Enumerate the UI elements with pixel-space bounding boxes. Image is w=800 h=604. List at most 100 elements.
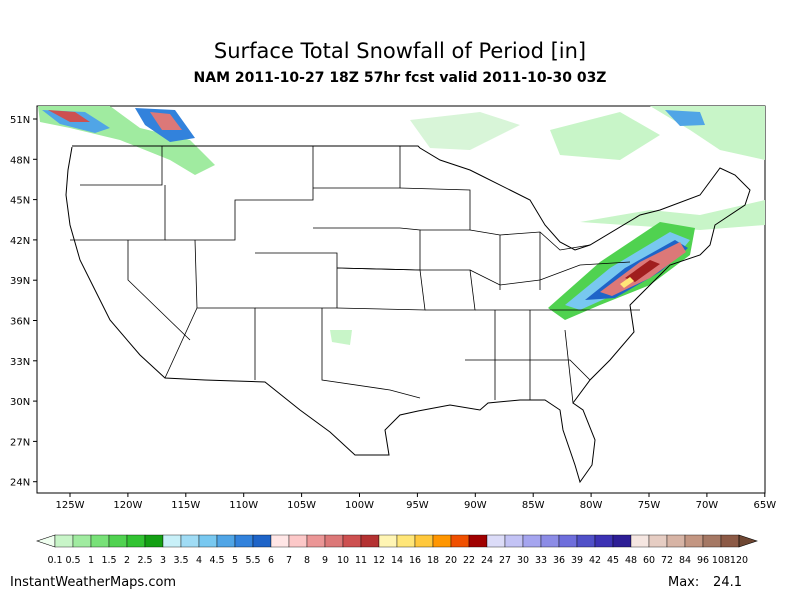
source: InstantWeatherMaps.com: [10, 575, 176, 590]
longitude-labels: 125W 120W 115W 110W 105W 100W 95W 90W 85W 80W 75W 7…: [56, 493, 776, 511]
colorbar-box: [54, 534, 74, 548]
lat-label: 30N: [10, 397, 30, 408]
lon-label: 70W: [696, 500, 719, 511]
colorbar-label: 3.5: [173, 555, 188, 566]
lon-label: 75W: [638, 500, 661, 511]
colorbar-label: 30: [517, 555, 529, 566]
colorbar-label: 2: [124, 555, 130, 566]
lon-label: 115W: [171, 500, 200, 511]
colorbar-label: 9: [322, 555, 328, 566]
lat-label: 51N: [10, 115, 30, 126]
colorbar-label: 4: [196, 555, 202, 566]
colorbar-box: [720, 534, 740, 548]
colorbar-label: 108: [712, 555, 730, 566]
colorbar-box: [378, 534, 398, 548]
colorbar-box: [252, 534, 272, 548]
lat-label: 45N: [10, 196, 30, 207]
colorbar-box: [504, 534, 524, 548]
state-lines: [70, 146, 640, 404]
colorbar-box: [198, 534, 218, 548]
colorbar-box: [126, 534, 146, 548]
lat-label: 36N: [10, 317, 30, 328]
lat-label: 39N: [10, 276, 30, 287]
lon-label: 110W: [229, 500, 258, 511]
lat-label: 24N: [10, 478, 30, 489]
colorbar-under: [36, 534, 56, 548]
lon-label: 120W: [113, 500, 142, 511]
colorbar-box: [468, 534, 488, 548]
colorbar-label: 60: [643, 555, 655, 566]
colorbar-box: [648, 534, 668, 548]
colorbar-label: 18: [427, 555, 439, 566]
colorbar-label: 0.5: [65, 555, 80, 566]
colorbar-box: [486, 534, 506, 548]
colorbar-over: [738, 534, 758, 548]
colorbar-label: 48: [625, 555, 637, 566]
colorbar-label: 2.5: [137, 555, 152, 566]
colorbar-box: [306, 534, 326, 548]
colorbar-label: 11: [355, 555, 367, 566]
colorbar-box: [342, 534, 362, 548]
colorbar-label: 20: [445, 555, 457, 566]
snow-patches: [38, 106, 765, 345]
lon-label: 105W: [287, 500, 316, 511]
lat-label: 27N: [10, 437, 30, 448]
colorbar-label: 36: [553, 555, 565, 566]
colorbar: 0.1 0.5 1 1.5 2 2.5 3 3.5 4 4.5 5 5.5 6 7 8 9 10 11 12 14 16…: [36, 534, 758, 566]
colorbar-label: 45: [607, 555, 619, 566]
colorbar-label: 0.1: [47, 555, 62, 566]
colorbar-label: 12: [373, 555, 385, 566]
lat-label: 33N: [10, 357, 30, 368]
colorbar-box: [288, 534, 308, 548]
colorbar-box: [702, 534, 722, 548]
colorbar-box: [414, 534, 434, 548]
colorbar-box: [558, 534, 578, 548]
colorbar-box: [450, 534, 470, 548]
colorbar-label: 14: [391, 555, 403, 566]
lon-label: 85W: [522, 500, 545, 511]
colorbar-box: [90, 534, 110, 548]
colorbar-label: 10: [337, 555, 349, 566]
colorbar-label: 8: [304, 555, 310, 566]
colorbar-box: [324, 534, 344, 548]
colorbar-label: 5.5: [245, 555, 260, 566]
lon-label: 100W: [345, 500, 374, 511]
colorbar-label: 5: [232, 555, 238, 566]
colorbar-label: 22: [463, 555, 475, 566]
colorbar-label: 1: [88, 555, 94, 566]
lat-label: 48N: [10, 155, 30, 166]
lat-label: 42N: [10, 236, 30, 247]
colorbar-label: 4.5: [209, 555, 224, 566]
max-label: Max:: [668, 575, 699, 590]
lon-label: 95W: [406, 500, 429, 511]
lon-label: 80W: [580, 500, 603, 511]
colorbar-label: 120: [730, 555, 748, 566]
colorbar-box: [360, 534, 380, 548]
colorbar-box: [108, 534, 128, 548]
lon-label: 90W: [464, 500, 487, 511]
colorbar-box: [270, 534, 290, 548]
colorbar-box: [522, 534, 542, 548]
title: Surface Total Snowfall of Period [in]: [214, 39, 586, 63]
colorbar-box: [162, 534, 182, 548]
colorbar-label: 16: [409, 555, 421, 566]
colorbar-box: [216, 534, 236, 548]
colorbar-box: [396, 534, 416, 548]
colorbar-label: 1.5: [101, 555, 116, 566]
lon-label: 125W: [56, 500, 85, 511]
colorbar-label: 72: [661, 555, 673, 566]
colorbar-label: 6: [268, 555, 274, 566]
colorbar-label: 27: [499, 555, 511, 566]
colorbar-box: [432, 534, 452, 548]
colorbar-label: 7: [286, 555, 292, 566]
lon-label: 65W: [753, 500, 776, 511]
colorbar-box: [72, 534, 92, 548]
map: [36, 105, 766, 494]
subtitle: NAM 2011-10-27 18Z 57hr fcst valid 2011-…: [194, 70, 607, 86]
colorbar-label: 33: [535, 555, 547, 566]
coastline: [65, 145, 751, 484]
colorbar-box: [234, 534, 254, 548]
colorbar-label: 3: [160, 555, 166, 566]
colorbar-box: [540, 534, 560, 548]
